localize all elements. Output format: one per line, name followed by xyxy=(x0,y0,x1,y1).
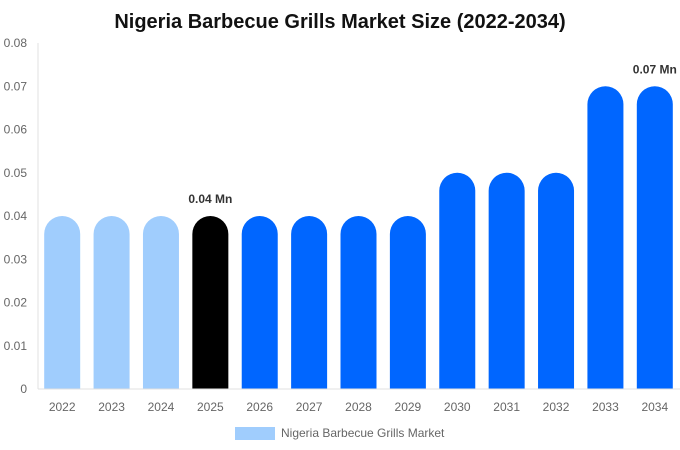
y-tick-label: 0.01 xyxy=(4,339,28,353)
x-tick-label: 2025 xyxy=(197,400,224,414)
bars xyxy=(44,86,673,389)
bar-2034[interactable] xyxy=(636,86,673,389)
bar-2026[interactable] xyxy=(241,216,278,389)
y-tick-label: 0.07 xyxy=(4,79,28,93)
x-tick-label: 2026 xyxy=(246,400,273,414)
legend-swatch xyxy=(235,427,275,440)
x-tick-label: 2034 xyxy=(641,400,668,414)
x-tick-label: 2024 xyxy=(148,400,175,414)
legend-label: Nigeria Barbecue Grills Market xyxy=(281,426,445,440)
chart-title: Nigeria Barbecue Grills Market Size (202… xyxy=(114,11,565,33)
y-tick-label: 0.02 xyxy=(4,296,28,310)
x-axis: 2022 2023 2024 2025 2026 2027 2028 2029 2030 2031… xyxy=(38,388,680,414)
bar-2032[interactable] xyxy=(538,172,575,389)
y-tick-label: 0 xyxy=(20,382,27,396)
bar-2024[interactable] xyxy=(142,216,179,389)
data-label: 0.04 Mn xyxy=(188,192,232,206)
bar-2022[interactable] xyxy=(44,216,81,389)
y-tick-label: 0.04 xyxy=(4,209,28,223)
x-tick-label: 2022 xyxy=(49,400,76,414)
legend[interactable]: Nigeria Barbecue Grills Market xyxy=(235,426,445,440)
bar-2033[interactable] xyxy=(587,86,624,389)
x-tick-label: 2027 xyxy=(296,400,323,414)
x-tick-label: 2030 xyxy=(444,400,471,414)
bar-2025[interactable] xyxy=(192,216,229,389)
y-tick-label: 0.03 xyxy=(4,252,28,266)
y-tick-label: 0.06 xyxy=(4,123,28,137)
x-tick-label: 2029 xyxy=(395,400,422,414)
y-tick-label: 0.05 xyxy=(4,166,28,180)
x-tick-label: 2028 xyxy=(345,400,372,414)
bar-2030[interactable] xyxy=(439,172,476,389)
y-axis: 0 0.01 0.02 0.03 0.04 0.05 0.06 0.07 0.08 xyxy=(4,36,39,396)
x-tick-label: 2032 xyxy=(543,400,570,414)
x-tick-label: 2031 xyxy=(493,400,520,414)
y-tick-label: 0.08 xyxy=(4,36,28,50)
data-label: 0.07 Mn xyxy=(633,62,677,76)
bar-2023[interactable] xyxy=(93,216,130,389)
bar-2029[interactable] xyxy=(389,216,426,389)
bar-2027[interactable] xyxy=(291,216,328,389)
x-tick-label: 2033 xyxy=(592,400,619,414)
x-tick-label: 2023 xyxy=(98,400,125,414)
bar-2028[interactable] xyxy=(340,216,377,389)
bar-2031[interactable] xyxy=(488,172,525,389)
data-labels: 0.04 Mn 0.07 Mn xyxy=(188,62,676,206)
